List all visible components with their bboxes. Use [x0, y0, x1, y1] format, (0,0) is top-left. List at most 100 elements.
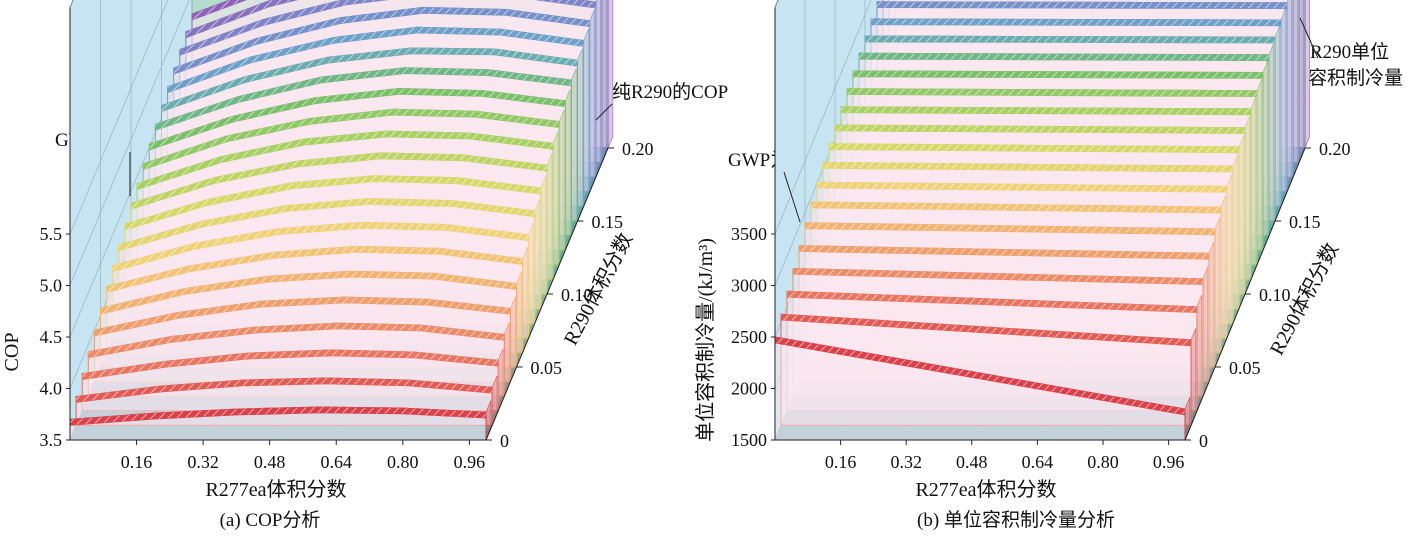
surface-strip-cap	[546, 153, 553, 295]
y-tick-label: 0.20	[622, 139, 654, 159]
x-tick-label: 0.48	[956, 452, 988, 472]
z-gridline	[69, 0, 169, 235]
surface-strip-hatch	[100, 271, 517, 315]
surface-strip-hatch	[823, 162, 1233, 172]
panel-a-plot: 3.5 4.0 4.5 5.0 5.5 0.16 0.32 0.48 0.64 0.80 0.96 0…	[40, 0, 654, 472]
surface-strip-cap	[1286, 0, 1293, 192]
surface-strip-hatch	[829, 143, 1239, 153]
surface-strip-hatch	[70, 407, 486, 426]
surface-strip-cap	[558, 109, 565, 265]
x-tick-label: 0.48	[254, 452, 286, 472]
surface-strip-cap	[1274, 25, 1281, 222]
y-tick-label: 0.05	[531, 358, 563, 378]
surface-strip-cap	[528, 222, 534, 338]
x-tick-label: 0.32	[187, 452, 219, 472]
z-tick-label: 2500	[731, 327, 767, 347]
z-tick-label: 4.5	[40, 327, 63, 347]
surface-strip-cap	[583, 28, 589, 207]
surface-strip-cap	[1196, 294, 1203, 411]
surface-strip-cap	[1250, 97, 1257, 280]
surface-strip-cap	[522, 246, 528, 353]
surface-strip-cap	[1238, 135, 1245, 309]
surface-strip-cap	[1280, 8, 1287, 207]
surface-strip-hatch	[841, 106, 1251, 115]
surface-strip-cap	[1256, 78, 1263, 265]
y-tick-label: 0.10	[561, 285, 593, 305]
surface-strip-hatch	[112, 222, 529, 272]
surface-strip-hatch	[167, 27, 584, 93]
panel-b-z-axis-title: 单位容积制冷量/(kJ/m³)	[694, 238, 717, 442]
surface-strip-cap	[1262, 60, 1269, 251]
surface-strip-hatch	[871, 18, 1281, 26]
y-tick-label: 0	[500, 431, 509, 451]
surface-strip-hatch	[847, 88, 1257, 97]
surface-strip-hatch	[853, 71, 1263, 79]
y-tick-label: 0.10	[1259, 285, 1291, 305]
surface-strip-hatch	[118, 198, 535, 251]
annotation-leader	[595, 103, 613, 121]
y-tick-label: 0.15	[1289, 212, 1321, 232]
surface-strip-cap	[577, 48, 583, 222]
surface-strip-hatch	[811, 202, 1221, 213]
panel-b-r290-annotation-line2: 容积制冷量	[1308, 67, 1403, 89]
x-tick-label: 0.64	[1022, 452, 1054, 472]
x-tick-label: 0.80	[1087, 452, 1119, 472]
z-tick-label: 3000	[731, 276, 767, 296]
x-tick-label: 0.96	[1153, 452, 1185, 472]
z-gridline	[69, 0, 190, 286]
surface-strip-hatch	[859, 53, 1269, 61]
surface-strip-cap	[564, 89, 571, 251]
surface-strip-cap	[540, 176, 547, 309]
surface-strip-hatch	[82, 350, 499, 380]
z-gridline	[774, 0, 872, 235]
y-tick-label: 0.20	[1319, 139, 1351, 159]
surface-strip-cap	[1202, 266, 1209, 397]
panel-a-pure-r290-annotation: 纯R290的COP	[612, 81, 728, 103]
surface-strip-hatch	[149, 88, 566, 150]
surface-strip-hatch	[106, 246, 523, 293]
surface-strip-hatch	[877, 1, 1287, 9]
panel-b-plot: 1500 2000 2500 3000 3500 0.16 0.32 0.48 0.64 0.80…	[731, 0, 1351, 472]
z-tick-label: 3500	[731, 224, 767, 244]
panel-a-x-axis-title: R277ea体积分数	[205, 478, 346, 501]
surface-strip-hatch	[173, 7, 590, 74]
surface-strip-hatch	[865, 36, 1275, 43]
surface-strip-hatch	[124, 175, 541, 230]
panel-b-r290-annotation-line1: R290单位	[1310, 41, 1389, 63]
surface-strip-cap	[571, 68, 577, 236]
surface-strip-hatch	[192, 0, 246, 20]
x-tick-label: 0.96	[454, 452, 486, 472]
surface-strip-hatch	[143, 109, 560, 170]
surface-strip-cap	[1268, 43, 1275, 236]
surface-strip-hatch	[94, 297, 511, 336]
surface-strip-cap	[534, 199, 541, 324]
panel-b-caption: (b) 单位容积制冷量分析	[917, 509, 1115, 531]
surface-strip-cap	[607, 0, 614, 149]
surface-strip-cap	[1220, 195, 1227, 353]
x-tick-label: 0.64	[320, 452, 352, 472]
surface-strip-cap	[595, 0, 602, 178]
surface-strip-hatch	[793, 268, 1203, 285]
surface-strip-hatch	[787, 291, 1197, 313]
y-tick-label: 0.15	[592, 212, 624, 232]
surface-strip-cap	[1226, 174, 1233, 338]
surface-strip-hatch	[799, 245, 1209, 260]
surface-strip-hatch	[131, 152, 547, 210]
surface-strip-cap	[1244, 115, 1251, 295]
surface-strip-hatch	[817, 182, 1227, 193]
annotation-leader	[783, 171, 801, 223]
surface-strip-cap	[1208, 241, 1215, 382]
panel-a-caption: (a) COP分析	[220, 509, 321, 531]
z-tick-label: 2000	[731, 379, 767, 399]
surface-strip-hatch	[161, 48, 578, 112]
z-gridline	[774, 0, 893, 286]
surface-strip-cap	[516, 271, 522, 368]
panel-a-z-axis-title: COP	[1, 333, 23, 372]
x-tick-label: 0.16	[825, 452, 857, 472]
surface-strip-hatch	[155, 67, 572, 131]
y-tick-label: 0.05	[1229, 358, 1261, 378]
z-tick-label: 5.0	[40, 276, 63, 296]
surface-strip-cap	[1214, 217, 1221, 368]
surface-strip-cap	[1292, 0, 1299, 178]
z-tick-label: 4.0	[40, 379, 63, 399]
